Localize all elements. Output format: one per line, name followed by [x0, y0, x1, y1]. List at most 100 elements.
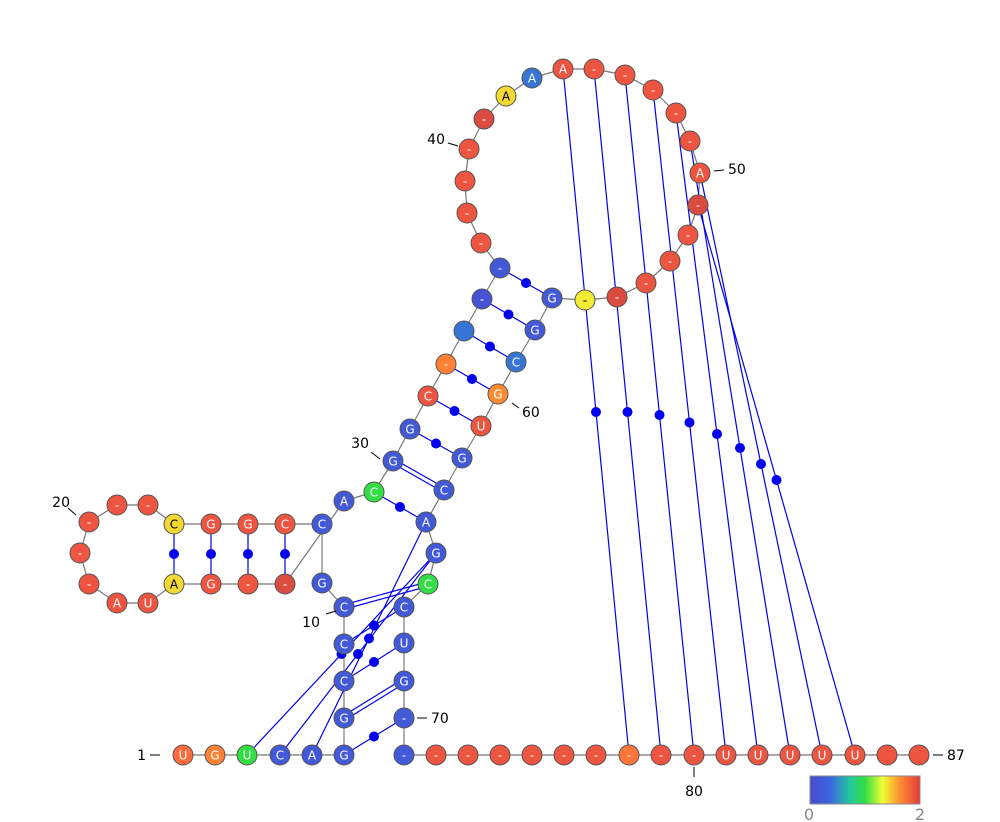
nucleotide: - — [458, 138, 480, 160]
nucleotide-circle — [417, 573, 439, 595]
nucleotide-circle — [200, 513, 222, 535]
base-pair-dot — [369, 657, 379, 667]
nucleotide-letter: - — [583, 294, 587, 308]
base-pair-dot — [431, 438, 441, 449]
nucleotide-letter: - — [402, 712, 406, 726]
nucleotide: G — [333, 707, 355, 729]
nucleotide: - — [78, 511, 100, 533]
nucleotide-circle — [333, 490, 355, 512]
nucleotide-circle — [844, 744, 866, 766]
nucleotide-letter: - — [246, 578, 250, 592]
nucleotide-circle — [274, 573, 296, 595]
nucleotide-circle — [399, 418, 421, 440]
nucleotide-letter: - — [78, 547, 82, 561]
nucleotide-circle — [78, 511, 100, 533]
nucleotide-circle — [393, 670, 415, 692]
nucleotide-circle — [311, 513, 333, 535]
nucleotide-circle — [679, 130, 701, 152]
nucleotide-circle — [163, 513, 185, 535]
nucleotide-circle — [237, 573, 259, 595]
nucleotide-circle — [606, 286, 628, 308]
nucleotide-circle — [393, 632, 415, 654]
nucleotide: - — [687, 194, 709, 216]
nucleotide-letter: U — [477, 420, 486, 434]
nucleotide: - — [106, 494, 128, 516]
base-pair-dot — [485, 341, 495, 352]
nucleotide: - — [274, 573, 296, 595]
nucleotide-circle — [435, 353, 457, 375]
nucleotide-circle — [456, 202, 478, 224]
position-label: 10 — [302, 615, 320, 631]
nucleotide: - — [650, 744, 672, 766]
nucleotide-circle — [541, 287, 563, 309]
nucleotide-circle — [106, 494, 128, 516]
nucleotide-letter: - — [479, 237, 483, 251]
nucleotide: C — [363, 481, 385, 503]
nucleotide-circle — [665, 102, 687, 124]
position-label: 20 — [52, 495, 70, 511]
nucleotide-letter: A — [308, 749, 317, 763]
nucleotide-circle — [811, 744, 833, 766]
nucleotide-letter: - — [594, 749, 598, 763]
nucleotide-circle — [333, 670, 355, 692]
nucleotide: G — [399, 418, 421, 440]
nucleotide: U — [715, 744, 737, 766]
nucleotide-letter: G — [399, 675, 408, 689]
nucleotide-letter: G — [210, 749, 219, 763]
nucleotide: - — [425, 744, 447, 766]
nucleotide-letter: U — [722, 749, 731, 763]
nucleotide-letter: - — [402, 749, 406, 763]
nucleotide-letter: G — [457, 452, 466, 466]
nucleotide-letter: U — [179, 749, 188, 763]
base-pair-dot — [169, 549, 179, 559]
position-label: 1 — [137, 748, 146, 764]
nucleotide-circle — [635, 272, 657, 294]
nucleotide-circle — [583, 58, 605, 80]
nucleotide: - — [454, 170, 476, 192]
base-pair-dot — [364, 633, 374, 644]
nucleotide: G — [382, 450, 404, 472]
nucleotide: C — [433, 479, 455, 501]
nucleotide-letter: - — [644, 277, 648, 291]
colorbar-max-label: 2 — [915, 805, 925, 822]
nucleotide-letter: A — [559, 63, 568, 77]
nucleotide-letter: C — [370, 486, 378, 500]
nucleotide-circle — [269, 744, 291, 766]
colorbar-gradient — [809, 775, 921, 805]
nucleotide: U — [779, 744, 801, 766]
base-pair-dot — [206, 549, 216, 559]
nucleotide: - — [489, 257, 511, 279]
nucleotide-letter: G — [431, 547, 440, 561]
nucleotide-letter: - — [562, 749, 566, 763]
nucleotide: C — [333, 633, 355, 655]
nucleotide: - — [606, 286, 628, 308]
nucleotide-circle — [642, 79, 664, 101]
nucleotide: G — [237, 513, 259, 535]
nucleotide-letter: C — [400, 601, 408, 615]
nucleotide-circle — [458, 138, 480, 160]
nucleotide: A — [495, 85, 517, 107]
nucleotide: G — [393, 670, 415, 692]
nucleotide: - — [614, 64, 636, 86]
nucleotide-circle — [393, 707, 415, 729]
nucleotide-letter: - — [482, 113, 486, 127]
nucleotide: G — [451, 447, 473, 469]
base-pair-lines — [169, 68, 856, 756]
nucleotide: C — [417, 385, 439, 407]
nucleotide: A — [521, 67, 543, 89]
base-pair-dot — [395, 502, 405, 512]
nucleotide — [908, 744, 930, 766]
nucleotide-letter: C — [424, 578, 432, 592]
nucleotide-circle — [521, 67, 543, 89]
nucleotide-letter: G — [317, 577, 326, 591]
nucleotide-letter: - — [668, 255, 672, 269]
nucleotide: - — [521, 744, 543, 766]
nucleotide-circle — [172, 744, 194, 766]
position-tick — [713, 169, 725, 172]
nucleotide: - — [635, 272, 657, 294]
nucleotide-circle — [78, 573, 100, 595]
nucleotide-circle — [552, 58, 574, 80]
nucleotide-circle — [489, 257, 511, 279]
nucleotide-letter: - — [480, 293, 484, 307]
nucleotide: - — [585, 744, 607, 766]
